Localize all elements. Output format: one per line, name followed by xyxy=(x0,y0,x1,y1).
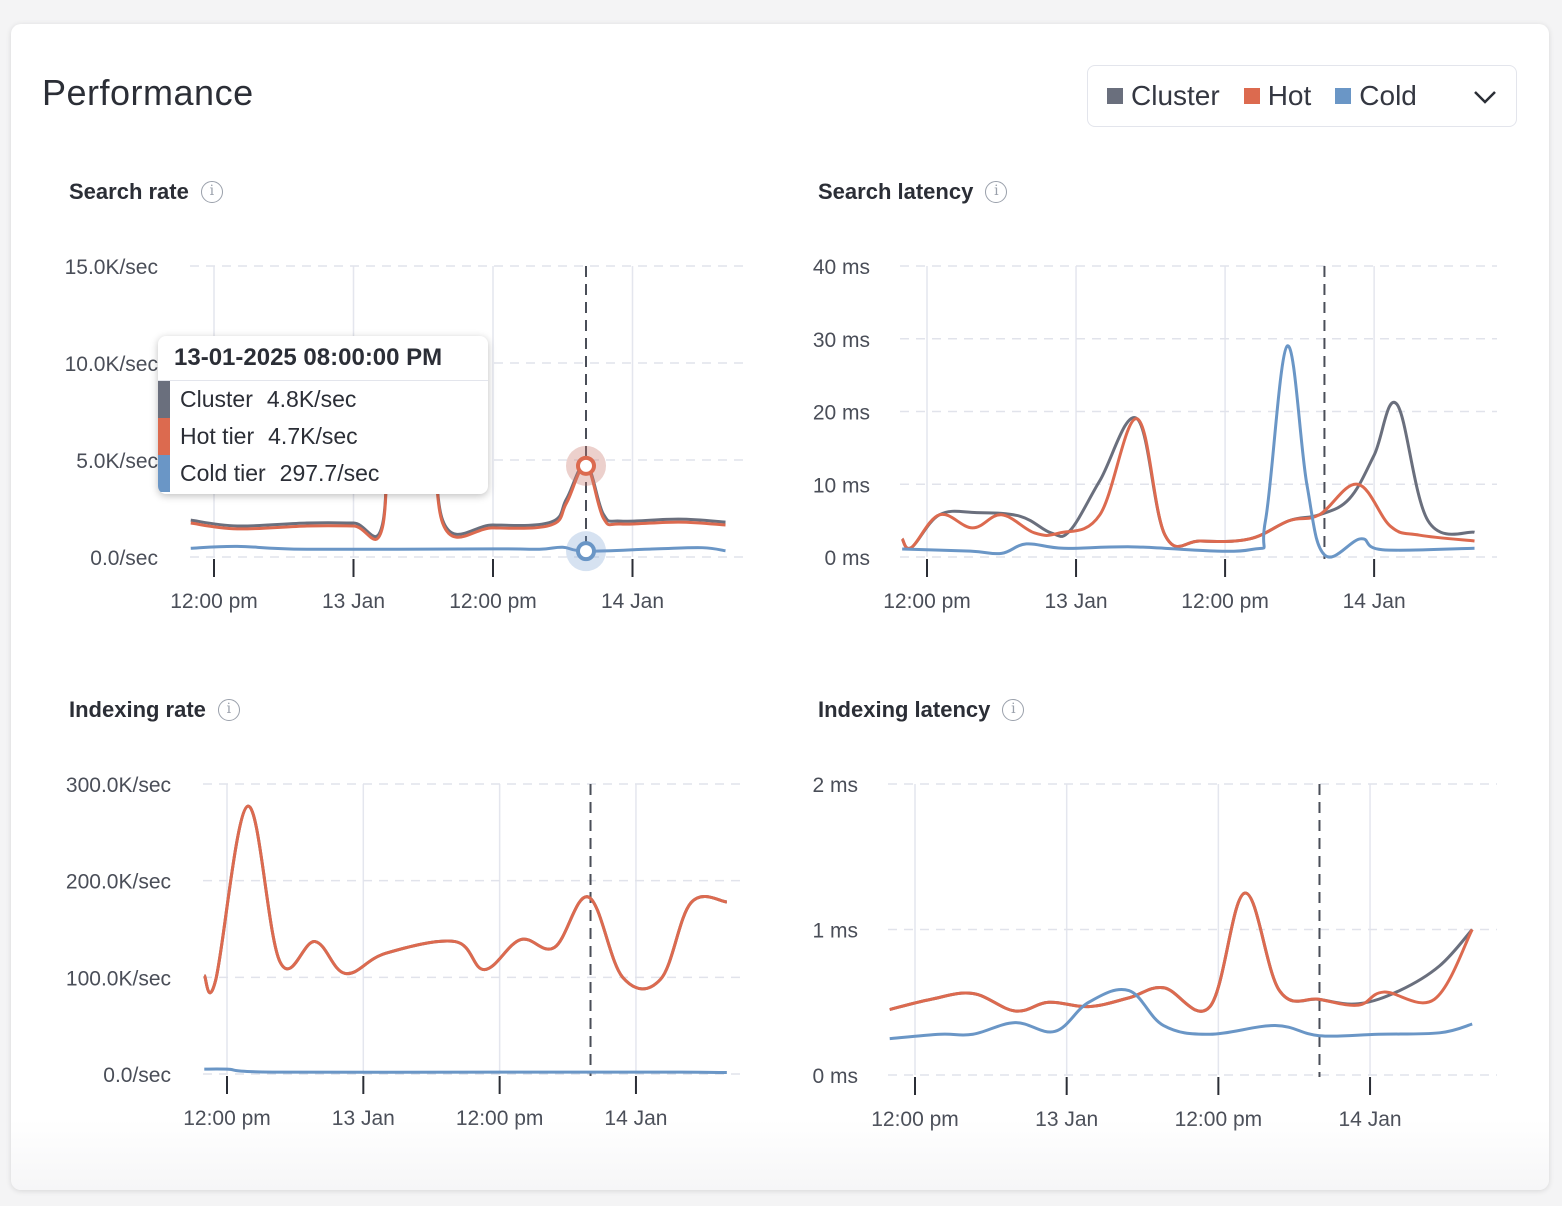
x-tick-label: 12:00 pm xyxy=(871,1108,959,1131)
hot-swatch xyxy=(1243,88,1260,104)
legend-label: Hot xyxy=(1267,80,1312,111)
tooltip-value: 4.8K/sec xyxy=(266,386,357,412)
tooltip-row-hot: Hot tier 4.7K/sec xyxy=(158,418,488,455)
chart-title-indexing-latency: Indexing latency i xyxy=(818,697,1025,723)
y-tick-label: 200.0K/sec xyxy=(66,871,171,894)
chart-title: Search rate xyxy=(69,179,189,204)
chart-title-search-latency: Search latency i xyxy=(818,179,1008,205)
y-tick-label: 30 ms xyxy=(813,329,870,352)
y-tick-label: 5.0K/sec xyxy=(76,450,158,473)
legend-label: Cold xyxy=(1359,80,1417,111)
chart-1: 12:00 pm 13 Jan 12:00 pm 14 Jan 0 ms 10 ms 20 … xyxy=(813,256,1497,613)
y-tick-label: 10 ms xyxy=(813,474,870,497)
x-tick-label: 14 Jan xyxy=(1343,590,1406,613)
x-tick-label: 12:00 pm xyxy=(1175,1108,1263,1131)
y-tick-label: 15.0K/sec xyxy=(65,256,158,279)
x-tick-label: 14 Jan xyxy=(1339,1108,1402,1131)
tooltip-label: Cold tier xyxy=(180,460,266,486)
info-icon[interactable]: i xyxy=(985,181,1008,203)
tooltip-row-cold: Cold tier 297.7/sec xyxy=(158,455,488,492)
x-tick-label: 14 Jan xyxy=(601,590,664,613)
x-tick-label: 12:00 pm xyxy=(456,1107,544,1130)
chart-title-indexing-rate: Indexing rate i xyxy=(69,697,240,723)
cold-swatch xyxy=(1335,88,1352,104)
legend-item-hot: Hot xyxy=(1243,80,1312,112)
y-tick-label: 0 ms xyxy=(824,547,870,570)
chart-title: Indexing latency xyxy=(818,697,991,722)
chart-title-search-rate: Search rate i xyxy=(69,179,223,205)
series-line-hot xyxy=(202,804,728,995)
y-tick-label: 100.0K/sec xyxy=(66,967,171,990)
series-line-hot xyxy=(889,891,1474,1013)
y-tick-label: 0.0/sec xyxy=(103,1064,171,1087)
x-tick-label: 14 Jan xyxy=(604,1107,667,1130)
tooltip-row-cluster: Cluster 4.8K/sec xyxy=(158,381,488,418)
tooltip-value: 297.7/sec xyxy=(279,460,380,486)
y-tick-label: 300.0K/sec xyxy=(66,774,171,797)
series-selector-dropdown[interactable]: Cluster Hot Cold xyxy=(1087,65,1517,127)
hot-color-bar xyxy=(158,418,170,455)
chart-2: 12:00 pm 13 Jan 12:00 pm 14 Jan 0.0/sec 100.0… xyxy=(66,774,745,1130)
y-tick-label: 0 ms xyxy=(812,1065,858,1088)
series-line-hot xyxy=(900,417,1475,550)
info-icon[interactable]: i xyxy=(200,181,223,203)
chart-tooltip: 13-01-2025 08:00:00 PM Cluster 4.8K/sec H… xyxy=(158,336,488,494)
x-tick-label: 12:00 pm xyxy=(883,590,971,613)
x-tick-label: 13 Jan xyxy=(322,590,385,613)
y-tick-label: 40 ms xyxy=(813,256,870,279)
legend-item-cluster: Cluster xyxy=(1107,80,1220,112)
series-line-cold xyxy=(190,544,726,553)
x-tick-label: 13 Jan xyxy=(1045,590,1108,613)
y-tick-label: 0.0/sec xyxy=(90,547,158,570)
y-tick-label: 10.0K/sec xyxy=(65,353,158,376)
series-line-cold xyxy=(902,344,1475,559)
x-tick-label: 12:00 pm xyxy=(183,1107,271,1130)
x-tick-label: 13 Jan xyxy=(332,1107,395,1130)
info-icon[interactable]: i xyxy=(1002,699,1025,721)
page-title: Performance xyxy=(42,72,254,113)
legend-label: Cluster xyxy=(1131,80,1220,111)
hover-point-hot xyxy=(576,455,596,476)
series-line-cold xyxy=(204,1067,727,1075)
chart-3: 12:00 pm 13 Jan 12:00 pm 14 Jan 0 ms 1 ms 2 ms xyxy=(812,774,1497,1131)
hover-point-cold xyxy=(576,541,596,562)
tooltip-label: Hot tier xyxy=(180,423,255,449)
x-tick-label: 12:00 pm xyxy=(449,590,537,613)
x-tick-label: 12:00 pm xyxy=(1181,590,1269,613)
tooltip-title: 13-01-2025 08:00:00 PM xyxy=(158,336,488,381)
cluster-color-bar xyxy=(158,381,170,418)
chart-title: Indexing rate xyxy=(69,697,206,722)
y-tick-label: 20 ms xyxy=(813,402,870,425)
y-tick-label: 2 ms xyxy=(812,774,858,797)
x-tick-label: 13 Jan xyxy=(1035,1108,1098,1131)
series-line-cold xyxy=(889,988,1473,1041)
tooltip-label: Cluster xyxy=(180,386,253,412)
cold-color-bar xyxy=(158,455,170,492)
y-tick-label: 1 ms xyxy=(812,920,858,943)
performance-card xyxy=(11,24,1549,1190)
info-icon[interactable]: i xyxy=(217,699,240,721)
tooltip-value: 4.7K/sec xyxy=(268,423,358,449)
chart-title: Search latency xyxy=(818,179,974,204)
chevron-down-icon[interactable] xyxy=(1472,84,1498,110)
x-tick-label: 12:00 pm xyxy=(170,590,258,613)
legend-item-cold: Cold xyxy=(1335,80,1417,112)
cluster-swatch xyxy=(1107,88,1123,104)
